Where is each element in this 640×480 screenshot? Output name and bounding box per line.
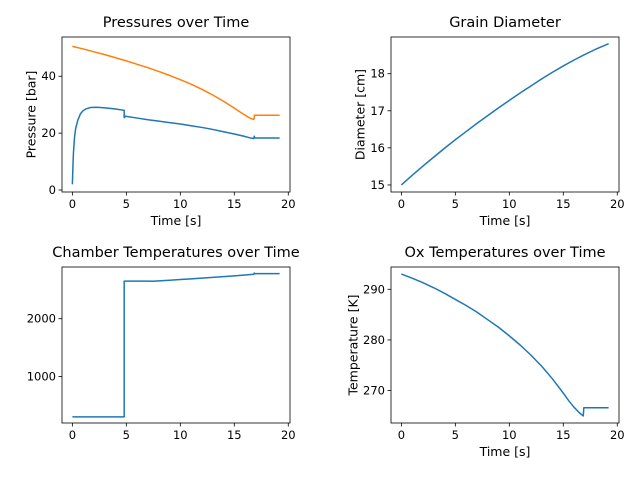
- chart-title: Pressures over Time: [103, 15, 250, 31]
- x-tick-label: 10: [173, 428, 188, 442]
- chart-grain-diameter: 0 5 10 15 20 15 16 17 18 Grain Diameter Time [s] Di…: [353, 15, 625, 228]
- x-tick-label: 0: [398, 428, 405, 442]
- x-tick-label: 5: [452, 428, 459, 442]
- x-tick-label: 5: [452, 197, 459, 211]
- x-tick-label: 0: [69, 428, 76, 442]
- y-axis-label: Pressure [bar]: [24, 71, 39, 159]
- x-axis-label: Time [s]: [150, 213, 202, 228]
- axes-frame: [61, 266, 291, 424]
- x-tick-label: 5: [123, 197, 130, 211]
- x-tick-label: 20: [281, 197, 296, 211]
- series-line-1: [400, 42, 609, 186]
- axes-frame: [61, 36, 291, 193]
- y-tick-label: 16: [370, 141, 385, 155]
- x-axis-label: Time [s]: [479, 444, 531, 459]
- series-line-1: [401, 273, 609, 417]
- series-line-2: [72, 45, 280, 121]
- x-tick-label: 15: [227, 197, 242, 211]
- series-line-1: [71, 106, 280, 185]
- y-tick-label: 40: [41, 69, 56, 83]
- y-axis-label: Diameter [cm]: [353, 69, 368, 160]
- x-tick-label: 15: [227, 428, 242, 442]
- chart-chamber-temperatures-over-time: 0 5 10 15 20 1000 2000 Chamber Temperatures ove…: [27, 245, 300, 442]
- x-tick-label: 15: [556, 197, 571, 211]
- y-tick-label: 17: [370, 104, 385, 118]
- axes-frame: [390, 266, 620, 424]
- x-tick-label: 10: [502, 428, 517, 442]
- x-tick-label: 0: [69, 197, 76, 211]
- chart-title: Chamber Temperatures over Time: [52, 245, 300, 261]
- x-axis-label: Time [s]: [479, 213, 531, 228]
- y-tick-label: 270: [363, 384, 385, 398]
- x-tick-label: 0: [398, 197, 405, 211]
- chart-ox-temperatures-over-time: 0 5 10 15 20 270 280 290 Ox Temperatures over Ti…: [345, 245, 624, 459]
- y-tick-label: 18: [370, 67, 385, 81]
- chart-pressures-over-time: 0 5 10 15 20 0 20 40 Pressures over Time Time [s]…: [24, 15, 296, 228]
- chart-title: Ox Temperatures over Time: [404, 245, 605, 261]
- x-tick-label: 20: [281, 428, 296, 442]
- x-tick-label: 15: [556, 428, 571, 442]
- x-tick-label: 20: [610, 197, 625, 211]
- y-tick-label: 2000: [27, 312, 56, 326]
- x-tick-label: 10: [502, 197, 517, 211]
- x-tick-label: 10: [173, 197, 188, 211]
- chart-title: Grain Diameter: [449, 15, 561, 31]
- x-tick-label: 20: [610, 428, 625, 442]
- y-tick-label: 280: [363, 333, 385, 347]
- y-tick-label: 1000: [27, 369, 56, 383]
- series-line-1: [72, 272, 280, 418]
- x-tick-label: 5: [123, 428, 130, 442]
- y-tick-label: 290: [363, 282, 385, 296]
- y-axis-label: Temperature [K]: [345, 294, 360, 396]
- y-tick-label: 0: [49, 183, 56, 197]
- y-tick-label: 15: [370, 178, 385, 192]
- y-tick-label: 20: [41, 126, 56, 140]
- axes-frame: [390, 36, 620, 193]
